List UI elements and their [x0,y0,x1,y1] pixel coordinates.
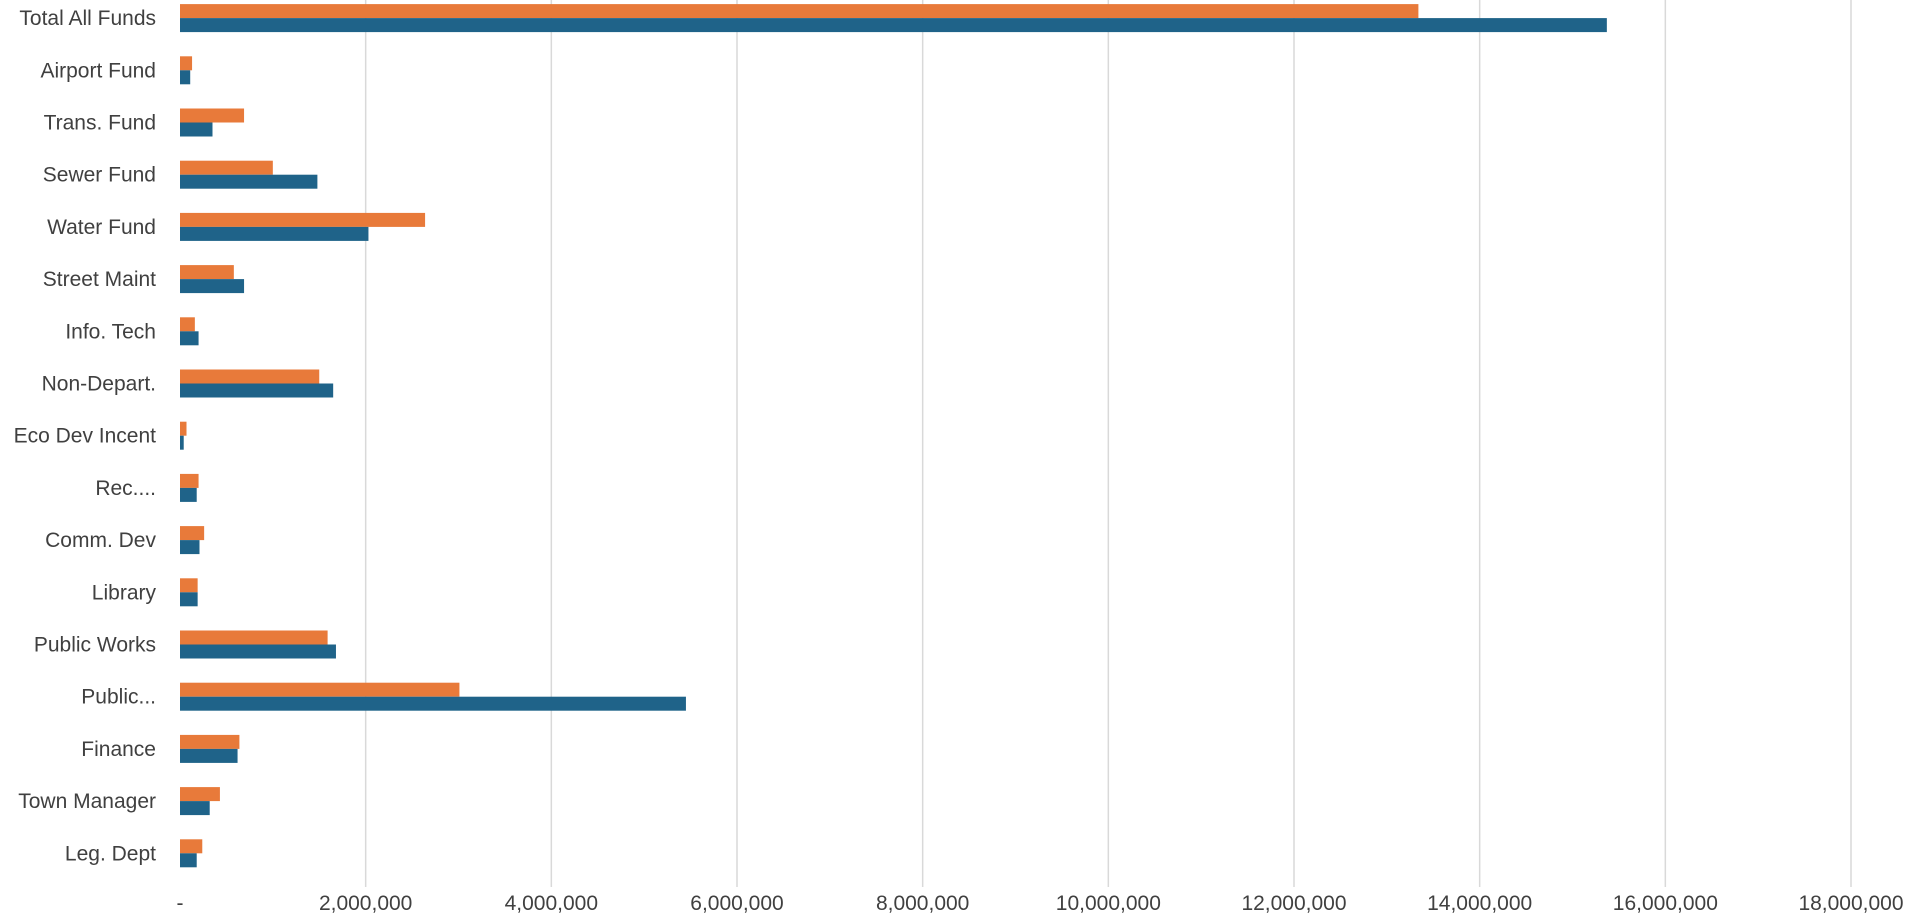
bar-series-blue [180,122,213,137]
bar-series-orange [180,160,273,175]
category-label: Sewer Fund [43,164,156,187]
bar-series-blue [180,435,184,450]
x-tick-label: 18,000,000 [1798,892,1903,915]
bar-series-blue [180,801,210,816]
bar-series-blue [180,748,238,763]
bar-series-orange [180,473,199,488]
bar-series-blue [180,383,334,398]
bar-series-orange [180,839,203,854]
category-label: Public... [81,686,156,709]
category-axis-labels: Leg. Dept Town Manager Finance Public... Pub… [14,7,157,865]
x-tick-label: 6,000,000 [690,892,783,915]
category-label: Trans. Fund [44,112,156,135]
bar-series-blue [180,696,686,711]
bar-series-orange [180,421,187,436]
category-label: Street Maint [43,268,156,291]
bar-series-blue [180,540,200,555]
bar-series-orange [180,630,328,645]
bar-series-blue [180,174,318,189]
bar-series-orange [180,787,220,802]
category-label: Comm. Dev [45,529,156,552]
category-label: Eco Dev Incent [14,425,157,448]
bar-series-blue [180,70,191,85]
category-label: Water Fund [47,216,156,239]
bars [180,4,1607,868]
bar-series-blue [180,592,198,607]
x-tick-label: 10,000,000 [1056,892,1161,915]
category-label: Leg. Dept [65,842,156,865]
bar-series-blue [180,226,369,241]
bar-series-blue [180,279,245,294]
bar-series-orange [180,317,195,332]
x-tick-label: 2,000,000 [319,892,412,915]
gridlines [364,0,1852,887]
bar-series-blue [180,644,336,659]
category-label: Total All Funds [19,7,156,30]
x-tick-label: - [177,892,184,915]
bar-series-orange [180,734,240,749]
bar-series-orange [180,369,320,384]
bar-series-blue [180,18,1607,33]
bar-series-orange [180,526,205,541]
bar-series-orange [180,212,426,227]
category-label: Public Works [34,634,156,657]
category-label: Info. Tech [65,320,156,343]
value-axis-labels: - 2,000,000 4,000,000 6,000,000 8,000,000 10,… [177,892,1904,915]
category-label: Non-Depart. [42,373,156,396]
category-label: Rec.... [95,477,156,500]
bar-series-orange [180,682,460,697]
bar-series-orange [180,56,193,71]
bar-series-blue [180,853,197,868]
x-tick-label: 14,000,000 [1427,892,1532,915]
bar-series-orange [180,4,1419,19]
bar-series-blue [180,487,197,502]
x-tick-label: 4,000,000 [505,892,598,915]
category-label: Town Manager [18,790,156,813]
bar-series-orange [180,265,234,280]
bar-series-orange [180,108,245,123]
x-tick-label: 12,000,000 [1241,892,1346,915]
x-tick-label: 8,000,000 [876,892,969,915]
bar-series-blue [180,331,199,346]
category-label: Library [92,581,157,604]
category-label: Airport Fund [40,59,156,82]
x-tick-label: 16,000,000 [1613,892,1718,915]
category-label: Finance [81,738,156,761]
bar-series-orange [180,578,198,593]
